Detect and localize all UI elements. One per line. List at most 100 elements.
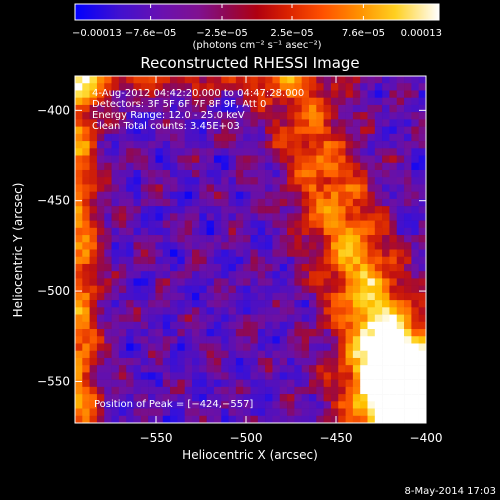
x-tick-label: −400: [410, 431, 443, 445]
heatmap-cell: [235, 184, 244, 192]
heatmap-cell: [367, 343, 376, 352]
heatmap-cell: [382, 235, 390, 243]
heatmap-cell: [287, 169, 295, 178]
heatmap-cell: [184, 263, 193, 272]
heatmap-cell: [404, 386, 412, 395]
heatmap-cell: [96, 307, 105, 315]
heatmap-cell: [118, 169, 127, 178]
heatmap-cell: [301, 90, 310, 98]
heatmap-cell: [126, 206, 134, 214]
heatmap-cell: [235, 235, 244, 243]
heatmap-cell: [389, 184, 398, 192]
heatmap-cell: [250, 307, 259, 315]
heatmap-cell: [338, 300, 346, 308]
heatmap-cell: [345, 357, 354, 366]
heatmap-cell: [206, 177, 215, 185]
heatmap-cell: [184, 104, 193, 113]
heatmap-cell: [374, 177, 383, 185]
heatmap-cell: [272, 227, 281, 236]
heatmap-cell: [243, 336, 251, 344]
heatmap-cell: [184, 336, 193, 344]
heatmap-cell: [148, 235, 156, 243]
heatmap-cell: [148, 76, 156, 84]
heatmap-cell: [294, 357, 302, 366]
heatmap-cell: [89, 350, 98, 359]
heatmap-cell: [374, 394, 383, 402]
heatmap-cell: [118, 292, 127, 301]
heatmap-cell: [323, 155, 332, 164]
heatmap-cell: [345, 415, 354, 424]
heatmap-cell: [330, 191, 339, 200]
heatmap-cell: [330, 336, 339, 344]
heatmap-cell: [374, 148, 383, 156]
heatmap-cell: [221, 278, 229, 286]
heatmap-cell: [199, 133, 207, 142]
heatmap-cell: [287, 271, 295, 279]
heatmap-cell: [309, 76, 317, 84]
heatmap-cell: [382, 321, 390, 330]
heatmap-cell: [316, 408, 324, 417]
heatmap-cell: [170, 256, 178, 265]
heatmap-cell: [294, 220, 302, 229]
heatmap-cell: [96, 249, 105, 258]
heatmap-cell: [170, 278, 178, 286]
heatmap-cell: [177, 227, 185, 236]
heatmap-cell: [287, 83, 295, 91]
heatmap-cell: [199, 191, 207, 200]
heatmap-cell: [228, 126, 237, 135]
heatmap-cell: [170, 401, 178, 409]
heatmap-cell: [111, 177, 120, 185]
heatmap-cell: [89, 278, 98, 286]
heatmap-cell: [279, 314, 288, 323]
heatmap-cell: [235, 133, 244, 142]
heatmap-cell: [279, 256, 288, 265]
heatmap-cell: [279, 365, 288, 373]
heatmap-cell: [199, 220, 207, 229]
heatmap-cell: [250, 90, 259, 98]
heatmap-cell: [213, 184, 222, 192]
heatmap-cell: [411, 271, 419, 279]
heatmap-cell: [235, 213, 244, 221]
heatmap-cell: [257, 372, 266, 380]
heatmap-cell: [396, 155, 405, 164]
heatmap-cell: [411, 162, 419, 171]
heatmap-cell: [243, 350, 251, 359]
heatmap-cell: [257, 90, 266, 98]
heatmap-cell: [111, 336, 120, 344]
heatmap-cell: [221, 83, 229, 91]
heatmap-cell: [418, 278, 427, 286]
heatmap-cell: [148, 169, 156, 178]
heatmap-cell: [382, 292, 390, 301]
heatmap-cell: [96, 177, 105, 185]
heatmap-cell: [148, 285, 156, 294]
heatmap-cell: [155, 343, 164, 352]
heatmap-cell: [352, 155, 361, 164]
heatmap-cell: [360, 83, 368, 91]
heatmap-cell: [155, 184, 164, 192]
heatmap-cell: [389, 242, 398, 250]
heatmap-cell: [177, 357, 185, 366]
heatmap-cell: [367, 415, 376, 424]
heatmap-cell: [330, 300, 339, 308]
heatmap-cell: [257, 292, 266, 301]
heatmap-cell: [126, 148, 134, 156]
heatmap-cell: [396, 97, 405, 106]
heatmap-cell: [89, 184, 98, 192]
heatmap-cell: [323, 329, 332, 337]
heatmap-cell: [228, 155, 237, 164]
heatmap-cell: [148, 119, 156, 127]
heatmap-cell: [279, 119, 288, 127]
heatmap-cell: [243, 394, 251, 402]
heatmap-cell: [382, 249, 390, 258]
heatmap-cell: [104, 336, 112, 344]
heatmap-cell: [309, 198, 317, 207]
heatmap-cell: [148, 155, 156, 164]
heatmap-cell: [148, 379, 156, 388]
heatmap-cell: [89, 235, 98, 243]
heatmap-cell: [345, 300, 354, 308]
heatmap-cell: [162, 220, 171, 229]
heatmap-cell: [184, 126, 193, 135]
heatmap-cell: [382, 76, 390, 84]
heatmap-cell: [389, 249, 398, 258]
heatmap-cell: [235, 271, 244, 279]
